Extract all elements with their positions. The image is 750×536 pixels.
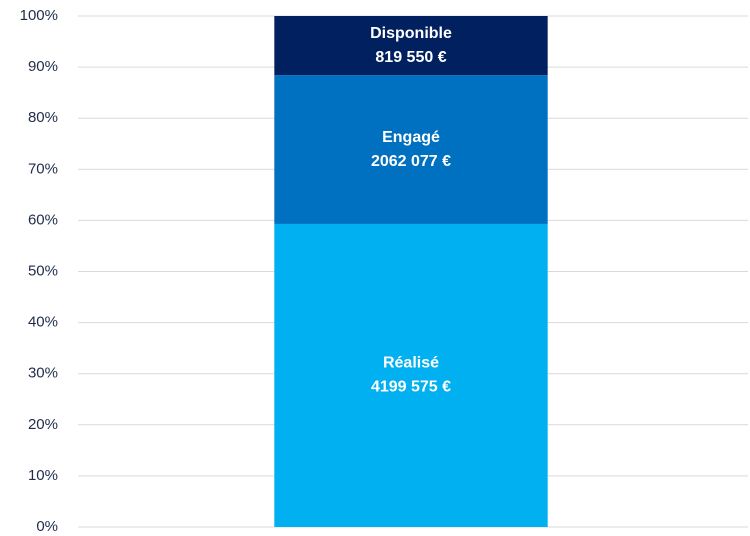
y-tick-label: 90% xyxy=(28,58,58,75)
y-tick-label: 30% xyxy=(28,365,58,382)
bar-segment xyxy=(274,223,548,527)
data-label: 819 550 € xyxy=(375,49,446,66)
y-tick-label: 80% xyxy=(28,109,58,126)
y-tick-label: 60% xyxy=(28,211,58,228)
segment-name: Réalisé xyxy=(383,355,439,372)
y-tick-label: 40% xyxy=(28,314,58,331)
bar-segment xyxy=(274,16,548,76)
y-tick-label: 0% xyxy=(36,518,58,535)
y-tick-label: 20% xyxy=(28,416,58,433)
y-tick-label: 50% xyxy=(28,262,58,279)
data-label: 2062 077 € xyxy=(371,153,451,170)
segment-name: Disponible xyxy=(370,25,452,42)
y-tick-label: 70% xyxy=(28,160,58,177)
bar-segment xyxy=(274,75,548,224)
segment-name: Engagé xyxy=(382,129,440,146)
y-tick-label: 100% xyxy=(20,7,58,24)
y-tick-label: 10% xyxy=(28,467,58,484)
data-label: 4199 575 € xyxy=(371,379,451,396)
